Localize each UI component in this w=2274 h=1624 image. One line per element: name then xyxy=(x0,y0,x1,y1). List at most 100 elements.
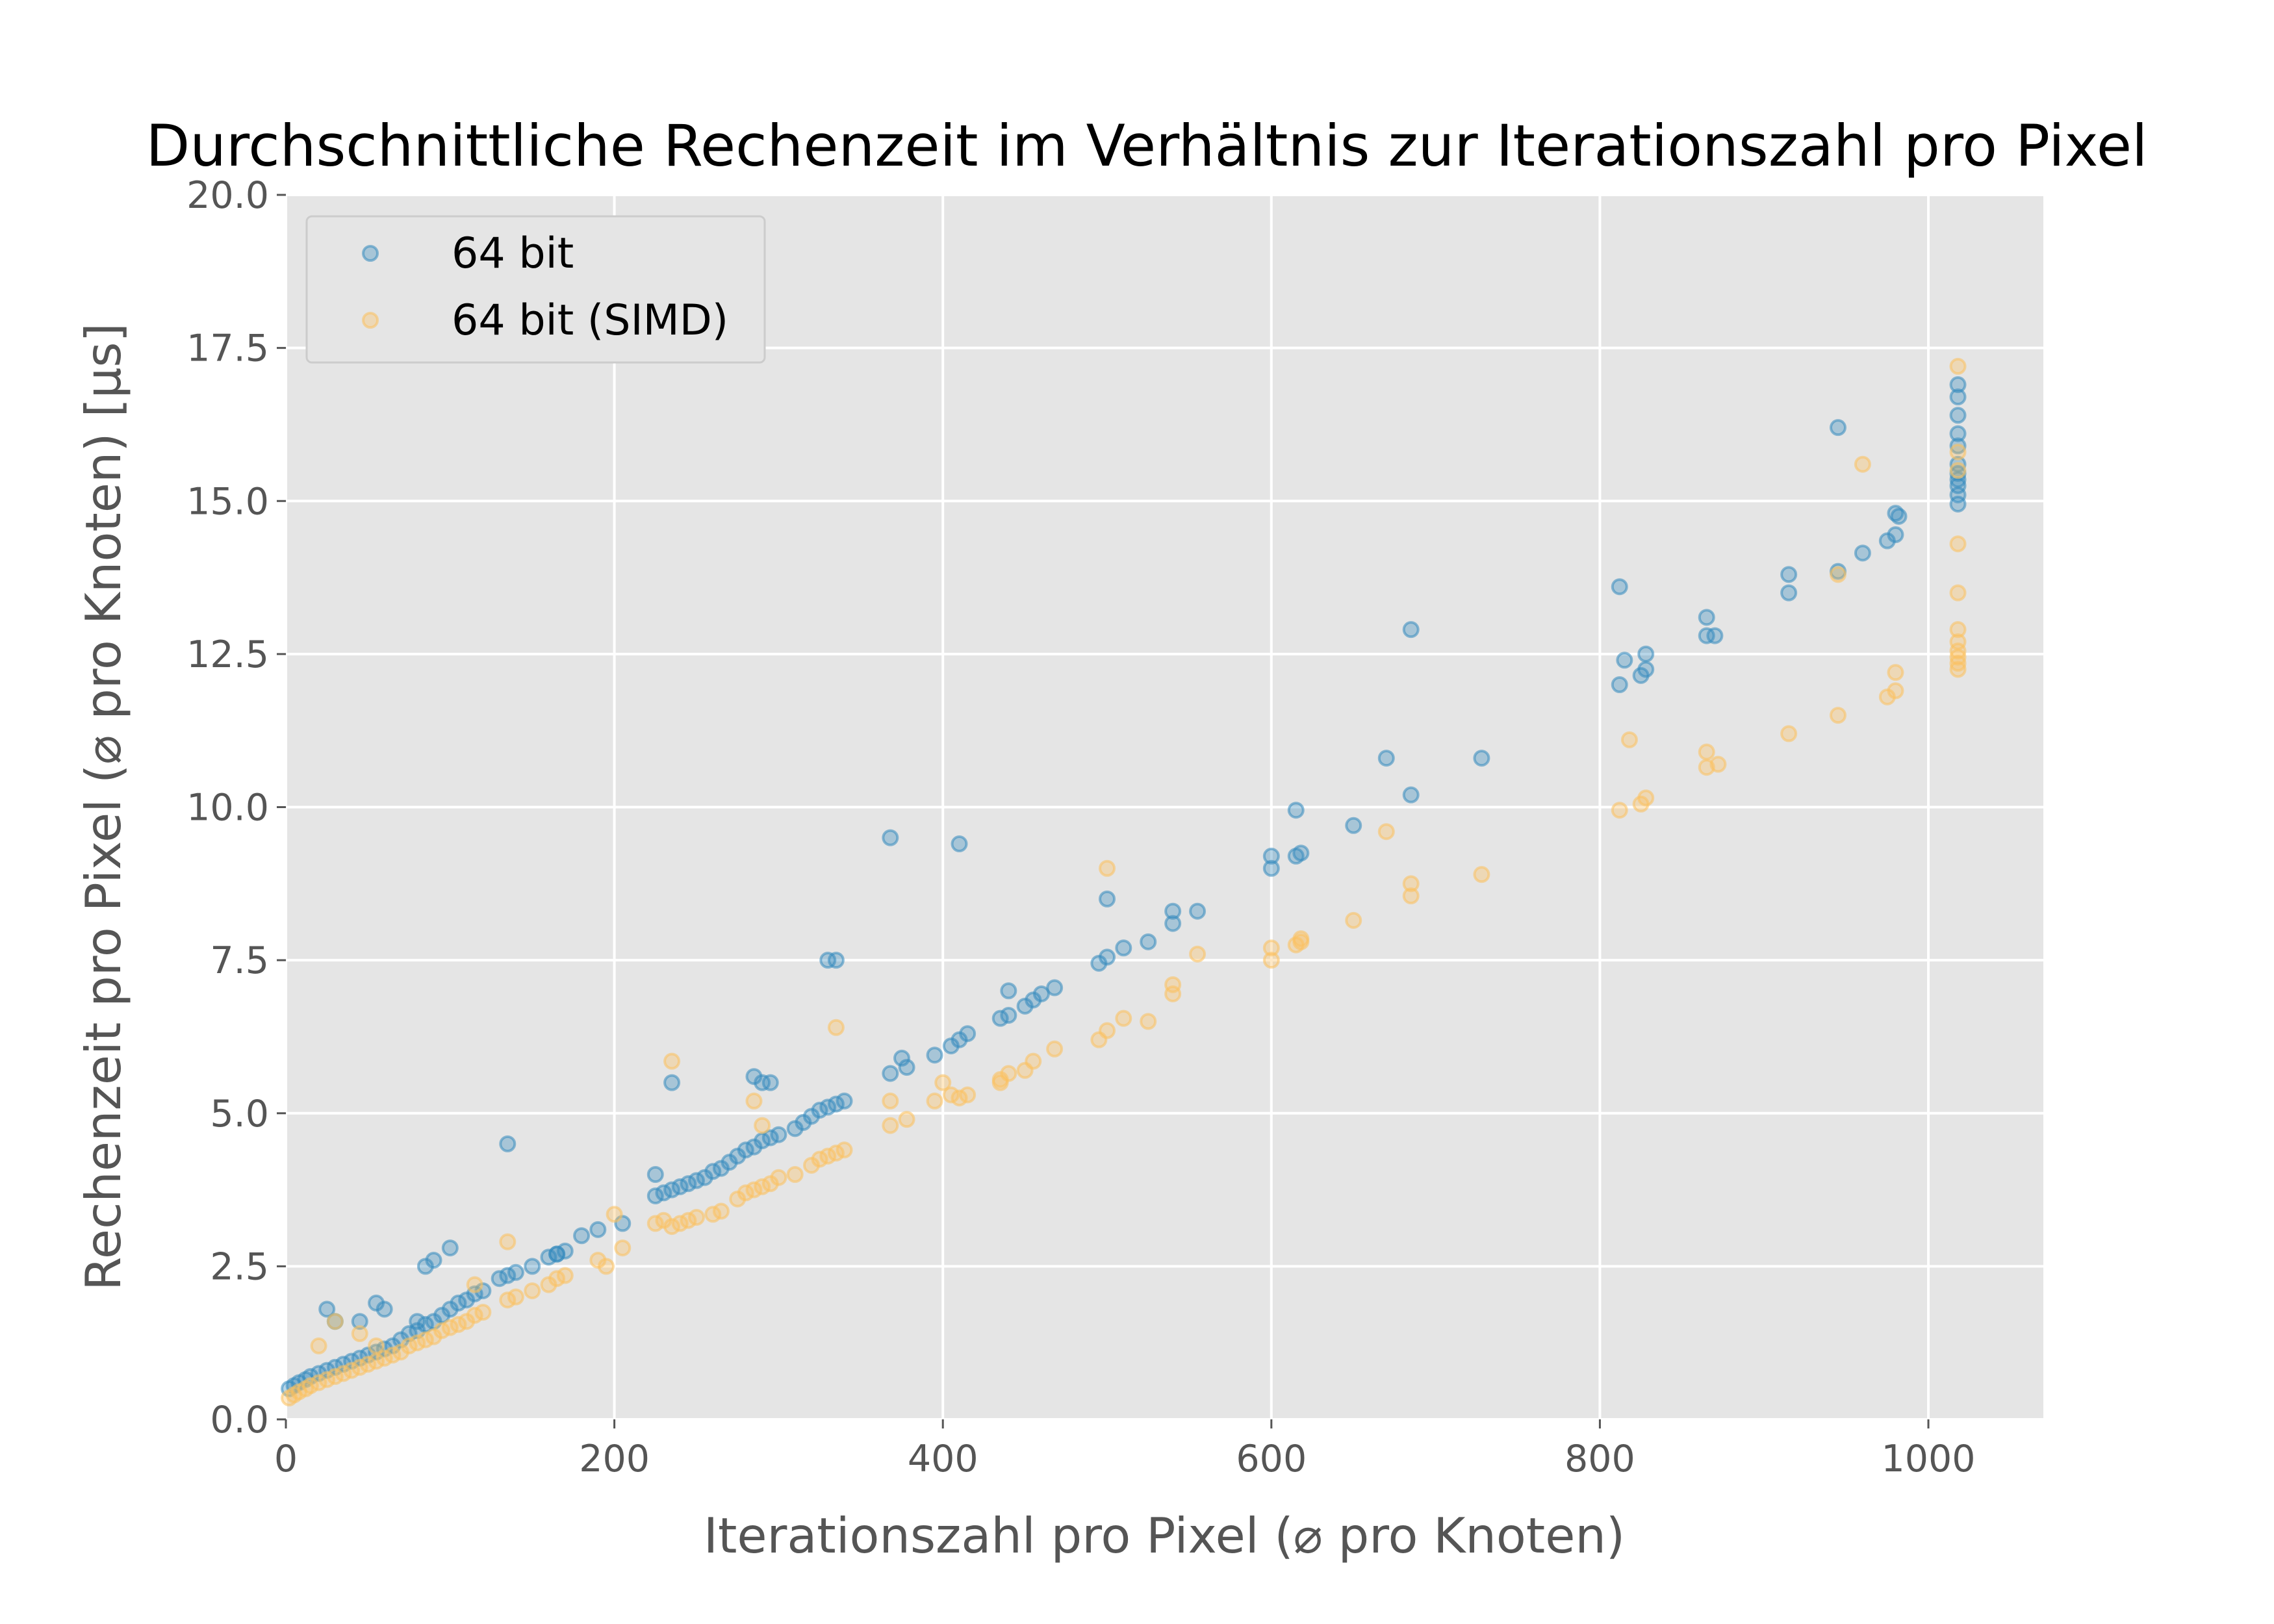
data-point xyxy=(1115,939,1132,957)
data-point xyxy=(786,1166,804,1183)
data-point xyxy=(499,1233,517,1250)
data-point xyxy=(368,1337,385,1354)
data-point xyxy=(761,1074,779,1091)
data-point xyxy=(524,1258,541,1275)
data-point xyxy=(425,1251,442,1269)
data-point xyxy=(1000,982,1017,1000)
legend: 64 bit 64 bit (SIMD) xyxy=(305,215,766,364)
data-point xyxy=(524,1282,541,1300)
data-point xyxy=(589,1221,607,1238)
data-point xyxy=(1829,707,1846,724)
data-point xyxy=(1262,859,1280,877)
data-point xyxy=(934,1074,952,1091)
data-point xyxy=(351,1325,368,1343)
data-point xyxy=(882,1117,899,1134)
data-point xyxy=(597,1258,615,1275)
data-point xyxy=(1099,948,1116,966)
y-tick-label: 12.5 xyxy=(186,633,269,676)
data-point xyxy=(507,1263,524,1281)
data-point xyxy=(1616,652,1633,669)
data-point xyxy=(1046,979,1064,996)
x-tick-label: 1000 xyxy=(1882,1438,1976,1480)
data-point xyxy=(1949,388,1967,406)
data-point xyxy=(1887,664,1904,681)
data-point xyxy=(1402,887,1420,905)
data-point xyxy=(351,1313,368,1330)
data-point xyxy=(1164,915,1182,932)
data-point xyxy=(1637,645,1655,663)
data-point xyxy=(1262,952,1280,969)
y-tick-label: 2.5 xyxy=(210,1245,269,1288)
data-point xyxy=(1099,859,1116,877)
data-point xyxy=(1698,609,1715,626)
data-point xyxy=(1706,627,1724,644)
data-point xyxy=(556,1267,574,1284)
data-point xyxy=(1780,725,1798,742)
y-tick-label: 10.0 xyxy=(186,787,269,830)
data-point xyxy=(1949,462,1967,479)
data-point xyxy=(1140,933,1157,950)
data-point xyxy=(409,1313,426,1330)
chart-title: Durchschnittliche Rechenzeit im Verhältn… xyxy=(146,112,2148,179)
data-point xyxy=(1637,661,1655,678)
data-point xyxy=(959,1025,977,1043)
data-point xyxy=(376,1300,393,1318)
data-point xyxy=(991,1074,1009,1091)
grid-lines xyxy=(285,194,2043,1421)
y-tick-label: 0.0 xyxy=(210,1399,269,1441)
data-point xyxy=(882,1092,899,1110)
data-point xyxy=(663,1052,681,1070)
x-tick-label: 800 xyxy=(1565,1438,1635,1480)
data-point xyxy=(1377,750,1395,767)
data-point xyxy=(1780,584,1798,602)
data-point xyxy=(1949,633,1967,651)
data-point xyxy=(466,1276,483,1293)
data-point xyxy=(1000,1006,1017,1024)
data-point xyxy=(1473,866,1490,883)
data-point xyxy=(1887,682,1904,700)
data-point xyxy=(688,1208,706,1226)
data-point xyxy=(310,1337,327,1354)
x-tick-label: 0 xyxy=(274,1438,298,1480)
data-point xyxy=(1829,566,1846,583)
data-point xyxy=(1099,1022,1116,1039)
data-point xyxy=(1189,902,1207,920)
data-point xyxy=(898,1059,915,1076)
legend-label-64bit-simd: 64 bit (SIMD) xyxy=(452,296,728,345)
data-point xyxy=(1620,731,1638,748)
data-point xyxy=(326,1313,344,1330)
data-point xyxy=(1854,544,1871,562)
data-point xyxy=(474,1304,492,1321)
data-point xyxy=(745,1092,763,1110)
data-point xyxy=(712,1202,730,1220)
data-point xyxy=(1262,939,1280,957)
data-point xyxy=(1611,802,1628,819)
legend-label-64bit: 64 bit xyxy=(452,229,574,278)
data-point xyxy=(770,1126,787,1143)
data-point xyxy=(951,835,968,853)
y-axis-label: Rechenzeit pro Pixel (⌀ pro Knoten) [µs] xyxy=(75,323,132,1291)
data-point xyxy=(1115,1009,1132,1027)
data-point xyxy=(1698,743,1715,761)
data-point xyxy=(1032,985,1050,1002)
x-tick-label: 600 xyxy=(1236,1438,1307,1480)
data-point xyxy=(614,1239,632,1257)
data-point xyxy=(606,1206,623,1223)
x-axis-label: Iterationszahl pro Pixel (⌀ pro Knoten) xyxy=(704,1507,1625,1564)
data-point xyxy=(1611,676,1628,693)
data-point xyxy=(663,1074,681,1091)
data-point xyxy=(1377,823,1395,841)
data-point xyxy=(1473,750,1490,767)
data-point xyxy=(770,1169,787,1186)
data-point xyxy=(1099,890,1116,907)
data-point xyxy=(548,1245,566,1263)
data-point xyxy=(1887,505,1904,522)
data-point xyxy=(1402,621,1420,639)
data-point xyxy=(1780,566,1798,583)
data-point xyxy=(1887,526,1904,544)
data-point xyxy=(1949,376,1967,394)
data-point xyxy=(1854,455,1871,473)
data-point xyxy=(898,1111,915,1128)
data-point xyxy=(827,1019,845,1036)
